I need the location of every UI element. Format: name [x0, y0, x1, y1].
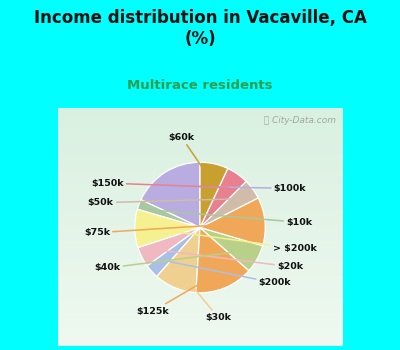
Text: ⓘ City-Data.com: ⓘ City-Data.com — [258, 116, 336, 125]
Wedge shape — [200, 228, 263, 271]
Text: Multirace residents: Multirace residents — [127, 79, 273, 92]
Wedge shape — [200, 162, 228, 228]
Text: $10k: $10k — [154, 210, 312, 227]
Wedge shape — [157, 228, 200, 293]
Wedge shape — [138, 228, 200, 266]
Text: $200k: $200k — [164, 260, 291, 287]
Text: $125k: $125k — [137, 273, 219, 316]
Text: $60k: $60k — [169, 133, 211, 180]
Text: $150k: $150k — [91, 178, 228, 188]
Wedge shape — [200, 181, 258, 228]
Wedge shape — [137, 200, 200, 228]
Wedge shape — [200, 198, 265, 246]
Text: Income distribution in Vacaville, CA
(%): Income distribution in Vacaville, CA (%) — [34, 9, 366, 48]
Wedge shape — [196, 228, 249, 293]
Wedge shape — [141, 162, 200, 228]
Text: > $200k: > $200k — [151, 228, 316, 253]
Text: $20k: $20k — [156, 250, 303, 271]
Wedge shape — [135, 209, 200, 248]
Text: $30k: $30k — [181, 273, 231, 322]
Wedge shape — [147, 228, 200, 276]
Text: $100k: $100k — [174, 184, 306, 193]
Text: $40k: $40k — [94, 251, 243, 272]
Text: $75k: $75k — [84, 223, 249, 237]
Text: $50k: $50k — [88, 198, 240, 207]
Wedge shape — [200, 168, 246, 228]
